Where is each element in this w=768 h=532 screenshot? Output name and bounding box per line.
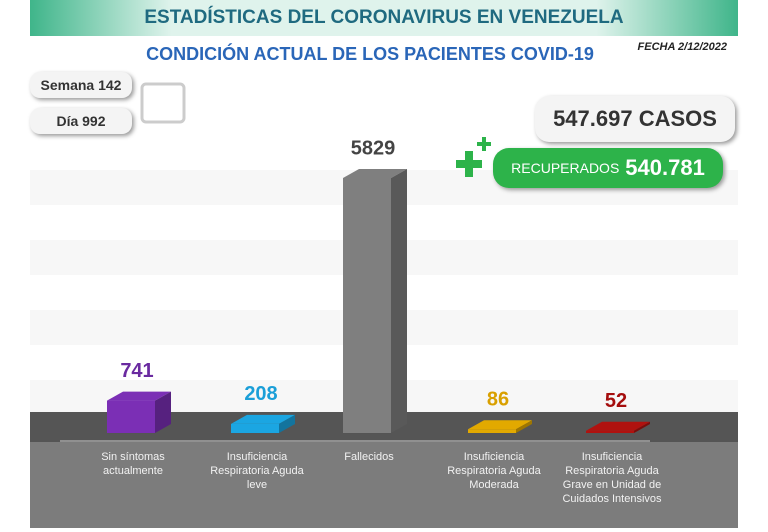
bar-side — [634, 421, 650, 433]
value-label: 741 — [120, 360, 153, 382]
category-label: Sin síntomas actualmente — [101, 451, 165, 477]
bar — [468, 429, 516, 434]
bar-top — [586, 421, 650, 431]
value-label: 52 — [605, 390, 627, 412]
bar — [343, 178, 391, 434]
plus-icon — [456, 137, 491, 177]
bar — [586, 430, 634, 434]
cases: 547.697 CASOS — [535, 96, 735, 142]
bar-side — [279, 414, 295, 433]
category-label: Insuficiencia Respiratoria Aguda leve — [210, 451, 304, 491]
value-label: 86 — [487, 389, 509, 411]
bar-side — [516, 420, 532, 433]
calendar-icon — [140, 82, 186, 124]
recovered-label: RECUPERADOS — [511, 160, 620, 176]
title: ESTADÍSTICAS DEL CORONAVIRUS EN VENEZUEL… — [144, 6, 624, 28]
recovered: RECUPERADOS 540.781 — [493, 148, 723, 188]
category-label: Insuficiencia Respiratoria Aguda Moderad… — [447, 451, 541, 491]
value-label: 5829 — [351, 137, 396, 159]
bar-top — [468, 420, 532, 430]
bar-top — [231, 414, 295, 424]
bar-side — [155, 391, 171, 433]
week: Semana 142 — [30, 72, 132, 98]
bar — [231, 423, 279, 434]
subtitle: CONDICIÓN ACTUAL DE LOS PACIENTES COVID-… — [146, 43, 594, 64]
bar-top — [343, 169, 407, 178]
bar-top — [107, 391, 171, 401]
footer-band — [30, 442, 738, 528]
value-label: 208 — [244, 383, 277, 405]
banner — [30, 0, 738, 36]
bar-side — [391, 169, 407, 433]
bar — [107, 400, 155, 434]
date: FECHA 2/12/2022 — [638, 41, 727, 53]
category-label: Insuficiencia Respiratoria Aguda Grave e… — [562, 451, 662, 505]
recovered-value: 540.781 — [625, 155, 705, 180]
category-label: Fallecidos — [344, 451, 394, 463]
day: Día 992 — [30, 108, 132, 134]
